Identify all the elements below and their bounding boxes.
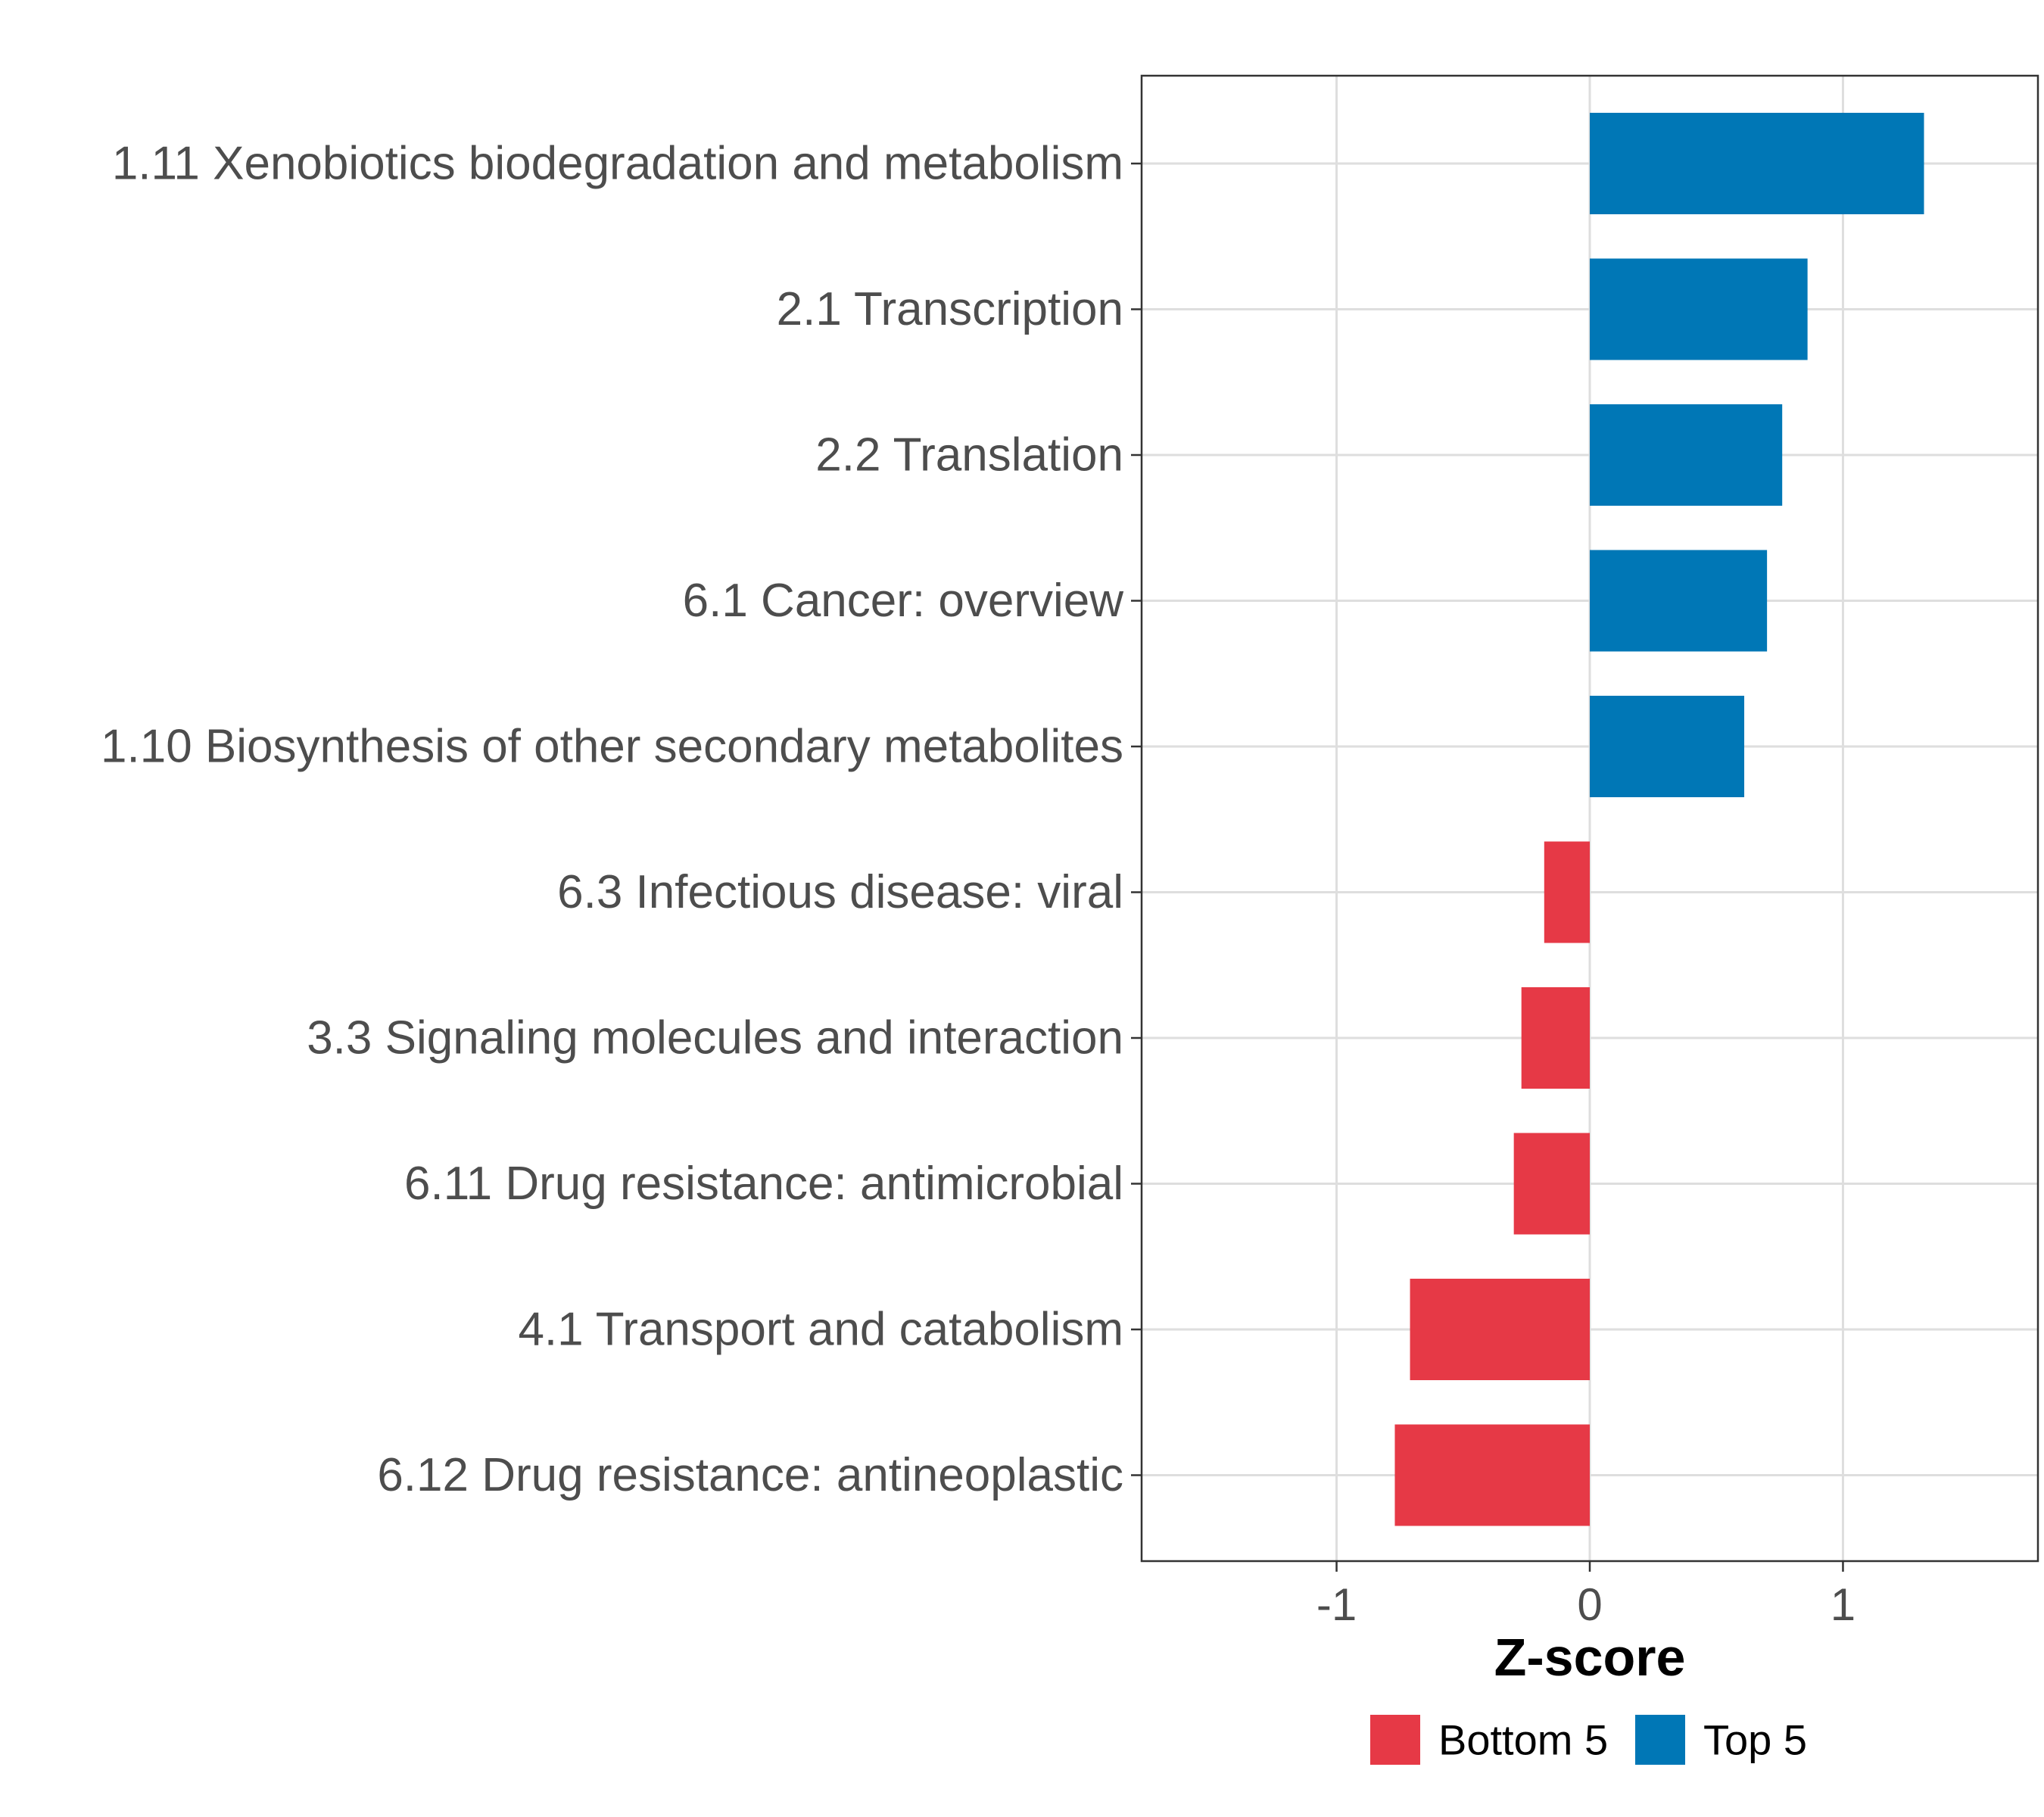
- legend-key: [1635, 1715, 1685, 1765]
- bar: [1521, 987, 1590, 1089]
- category-label: 3.3 Signaling molecules and interaction: [307, 1012, 1123, 1064]
- bar: [1513, 1133, 1590, 1235]
- bar: [1394, 1424, 1590, 1526]
- category-label: 6.3 Infectious disease: viral: [557, 866, 1123, 918]
- bar: [1590, 258, 1808, 360]
- category-label: 1.10 Biosynthesis of other secondary met…: [101, 721, 1123, 773]
- category-label: 6.12 Drug resistance: antineoplastic: [377, 1449, 1123, 1501]
- x-axis-title: Z-score: [1494, 1628, 1686, 1687]
- category-label: 1.11 Xenobiotics biodegradation and meta…: [112, 138, 1123, 190]
- legend-key: [1370, 1715, 1420, 1765]
- legend-label: Top 5: [1703, 1716, 1807, 1764]
- bar: [1544, 841, 1590, 943]
- x-tick-label: -1: [1316, 1579, 1357, 1630]
- bar: [1410, 1279, 1590, 1380]
- bar: [1590, 113, 1924, 214]
- bar: [1590, 550, 1768, 652]
- bar: [1590, 404, 1783, 506]
- category-label: 4.1 Transport and catabolism: [518, 1304, 1123, 1356]
- category-label: 6.1 Cancer: overview: [683, 575, 1124, 627]
- y-axis: 1.11 Xenobiotics biodegradation and meta…: [101, 138, 1142, 1501]
- x-tick-label: 1: [1831, 1579, 1855, 1630]
- legend-label: Bottom 5: [1438, 1716, 1608, 1764]
- x-axis: -1 0 1: [1316, 1561, 1855, 1630]
- bars: [1394, 113, 1924, 1526]
- x-tick-label: 0: [1577, 1579, 1602, 1630]
- legend: Bottom 5 Top 5: [1370, 1715, 1807, 1765]
- category-label: 2.2 Translation: [815, 429, 1123, 482]
- category-label: 2.1 Transcription: [777, 283, 1123, 335]
- category-label: 6.11 Drug resistance: antimicrobial: [404, 1158, 1123, 1210]
- bar: [1590, 696, 1745, 797]
